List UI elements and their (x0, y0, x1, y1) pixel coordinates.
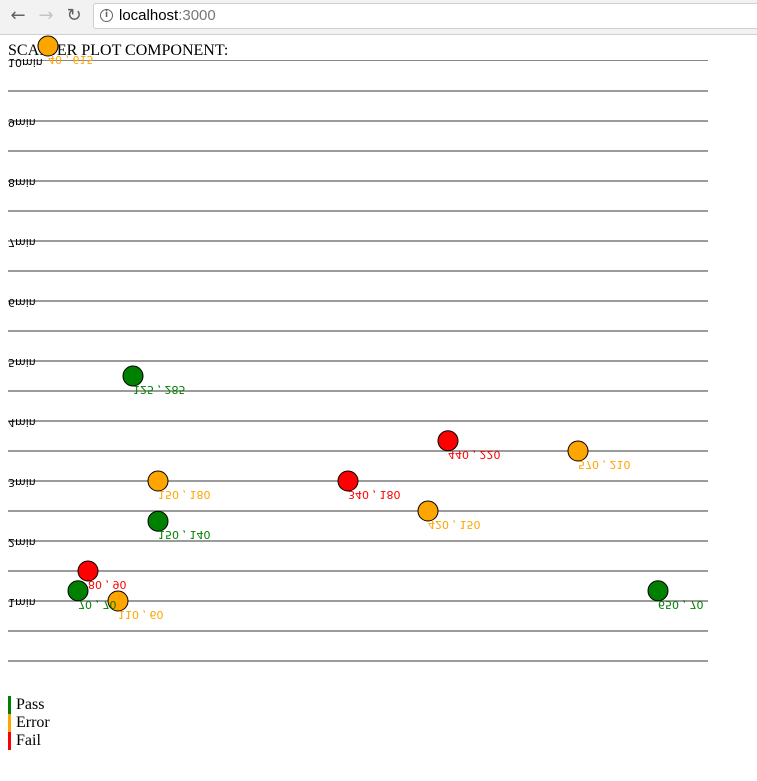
y-tick-labels: 1min 2min 3min 4min 5min 6min 7min 8min 9min 10mi… (8, 56, 43, 609)
y-tick-label: 5min (8, 356, 36, 369)
y-tick-label: 3min (8, 476, 36, 489)
back-button[interactable]: ← (6, 4, 30, 28)
page-title: SCATTER PLOT COMPONENT: (8, 42, 708, 61)
legend-swatch-error (8, 714, 11, 732)
grid-lines (8, 90, 708, 662)
data-point-error[interactable] (417, 500, 439, 522)
forward-button[interactable]: → (34, 4, 58, 28)
reload-button[interactable]: ↻ (62, 4, 86, 28)
data-point-error[interactable] (37, 35, 59, 57)
legend-item-error: Error (8, 714, 50, 732)
y-tick-label: 4min (8, 416, 36, 429)
data-point-pass[interactable] (147, 510, 169, 532)
legend-label-pass: Pass (16, 696, 45, 713)
y-tick-label: 8min (8, 176, 36, 189)
y-tick-label: 6min (8, 296, 36, 309)
point-label: 80 , 90 (88, 578, 126, 591)
point-labels: 40 , 615 125 , 285 440 , 220 570 , 210 150 ,… (48, 53, 703, 621)
data-point-fail[interactable] (77, 560, 99, 582)
point-label: 340 , 180 (348, 488, 400, 501)
info-icon[interactable]: i (100, 9, 113, 22)
arrow-right-icon: → (38, 5, 54, 26)
data-point-pass[interactable] (122, 365, 144, 387)
data-point-fail[interactable] (337, 470, 359, 492)
arrow-left-icon: ← (10, 5, 26, 26)
y-tick-label: 9min (8, 116, 36, 129)
point-label: 40 , 615 (48, 53, 93, 66)
point-label: 150 , 180 (158, 488, 210, 501)
legend-swatch-pass (8, 696, 11, 714)
legend-swatch-fail (8, 732, 11, 750)
point-label: 110 , 60 (118, 608, 163, 621)
point-label: 440 , 220 (448, 448, 500, 461)
point-label: 125 , 285 (133, 383, 185, 396)
url-port: :3000 (178, 7, 216, 24)
point-label: 650 , 70 (658, 598, 703, 611)
y-tick-label: 2min (8, 536, 36, 549)
data-point-fail[interactable] (437, 430, 459, 452)
legend-item-fail: Fail (8, 732, 50, 750)
data-point-error[interactable] (107, 590, 129, 612)
data-point-error[interactable] (147, 470, 169, 492)
legend-item-pass: Pass (8, 696, 50, 714)
data-points (37, 35, 669, 612)
browser-toolbar: ← → ↻ i localhost:3000 (0, 0, 757, 35)
url-host: localhost (119, 7, 179, 24)
y-tick-label: 7min (8, 236, 36, 249)
data-point-error[interactable] (567, 440, 589, 462)
legend-label-error: Error (16, 714, 50, 731)
y-tick-label: 1min (8, 596, 36, 609)
point-label: 570 , 210 (578, 458, 630, 471)
scatter-plot: 1min 2min 3min 4min 5min 6min 7min 8min 9min 10mi… (8, 35, 708, 662)
point-label: 150 , 140 (158, 528, 210, 541)
point-label: 420 , 150 (428, 518, 480, 531)
legend-label-fail: Fail (16, 732, 41, 749)
address-bar[interactable]: i localhost:3000 (93, 3, 757, 29)
point-label: 70 , 70 (78, 598, 116, 611)
url-text: localhost:3000 (119, 7, 216, 24)
data-point-pass[interactable] (647, 580, 669, 602)
reload-icon: ↻ (66, 5, 82, 26)
y-tick-label: 10min (8, 56, 43, 69)
legend: Pass Error Fail (8, 696, 50, 750)
data-point-pass[interactable] (67, 580, 89, 602)
